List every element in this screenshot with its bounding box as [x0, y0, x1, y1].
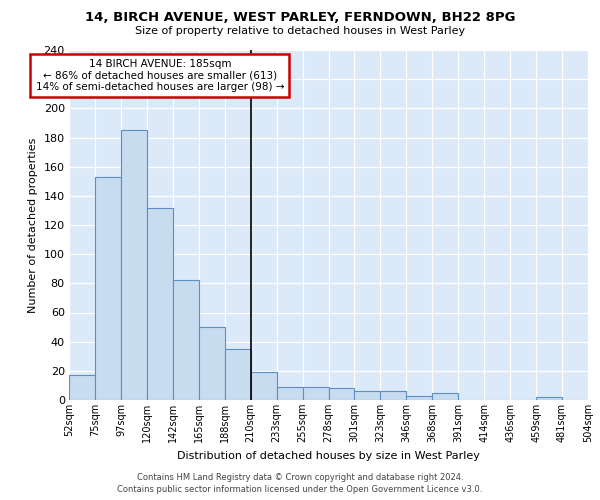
- Bar: [121, 130, 147, 400]
- Bar: [147, 208, 173, 400]
- Bar: [173, 280, 199, 400]
- Bar: [251, 372, 277, 400]
- Bar: [433, 392, 458, 400]
- Text: Size of property relative to detached houses in West Parley: Size of property relative to detached ho…: [135, 26, 465, 36]
- Bar: [95, 177, 121, 400]
- Y-axis label: Number of detached properties: Number of detached properties: [28, 138, 38, 312]
- Bar: [69, 375, 95, 400]
- Bar: [355, 391, 380, 400]
- Bar: [406, 396, 432, 400]
- Text: Contains HM Land Registry data © Crown copyright and database right 2024.
Contai: Contains HM Land Registry data © Crown c…: [118, 472, 482, 494]
- Text: 14 BIRCH AVENUE: 185sqm
← 86% of detached houses are smaller (613)
14% of semi-d: 14 BIRCH AVENUE: 185sqm ← 86% of detache…: [35, 59, 284, 92]
- Bar: [302, 387, 329, 400]
- Bar: [536, 397, 562, 400]
- Text: 14, BIRCH AVENUE, WEST PARLEY, FERNDOWN, BH22 8PG: 14, BIRCH AVENUE, WEST PARLEY, FERNDOWN,…: [85, 11, 515, 24]
- Bar: [225, 349, 251, 400]
- X-axis label: Distribution of detached houses by size in West Parley: Distribution of detached houses by size …: [177, 450, 480, 460]
- Bar: [199, 327, 224, 400]
- Bar: [329, 388, 355, 400]
- Bar: [277, 387, 302, 400]
- Bar: [380, 391, 406, 400]
